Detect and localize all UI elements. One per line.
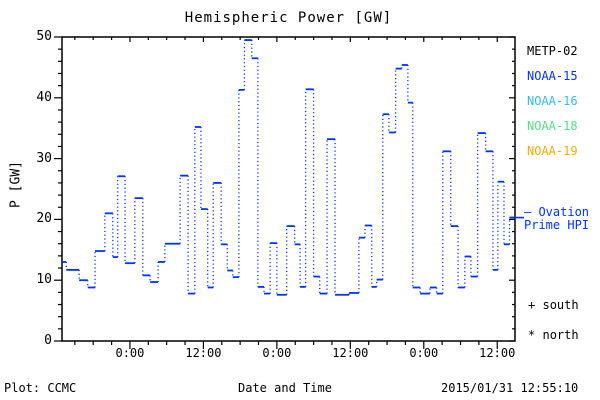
legend-south-marker: + south <box>528 298 579 312</box>
south-label: south <box>542 298 579 312</box>
axes-frame <box>61 36 516 342</box>
ovation-prime-legend: — Ovation Prime HPI <box>524 206 589 232</box>
north-label: north <box>542 328 579 342</box>
legend-item-noaa-18: NOAA-18 <box>527 119 578 133</box>
asterisk-symbol-icon: * <box>528 328 536 342</box>
x-tick-label: 12:00Jan31 <box>479 346 516 360</box>
y-tick-label: 20 <box>36 211 52 227</box>
ovation-legend-line2: Prime HPI <box>524 218 590 232</box>
y-tick-label: 50 <box>36 29 52 44</box>
x-tick-label: 0:00Jan31 <box>409 346 439 360</box>
y-tick-label: 40 <box>36 89 52 105</box>
x-axis-title: Date and Time <box>238 381 332 395</box>
y-tick-label: 10 <box>36 272 52 288</box>
y-tick-label: 30 <box>36 150 52 166</box>
plus-symbol-icon: + <box>528 298 536 312</box>
x-tick-label: 12:00Jan30 <box>332 346 369 360</box>
ovation-legend-line1: — Ovation <box>524 205 590 219</box>
plot-timestamp: 2015/01/31 12:55:10 <box>441 381 579 395</box>
legend-item-noaa-19: NOAA-19 <box>527 144 578 158</box>
plot-credit: Plot: CCMC <box>4 381 77 395</box>
x-tick-label: 12:00Jan29 <box>185 346 222 360</box>
y-tick-label: 0 <box>44 333 52 348</box>
legend-north-marker: * north <box>528 328 579 342</box>
legend-item-noaa-16: NOAA-16 <box>527 94 578 108</box>
legend-item-noaa-15: NOAA-15 <box>527 69 578 83</box>
legend-item-metp-02: METP-02 <box>527 44 578 58</box>
x-tick-label: 0:00Jan29 <box>115 346 145 360</box>
x-tick-label: 0:00Jan30 <box>262 346 292 360</box>
chart-title: Hemispheric Power [GW] <box>184 10 393 26</box>
